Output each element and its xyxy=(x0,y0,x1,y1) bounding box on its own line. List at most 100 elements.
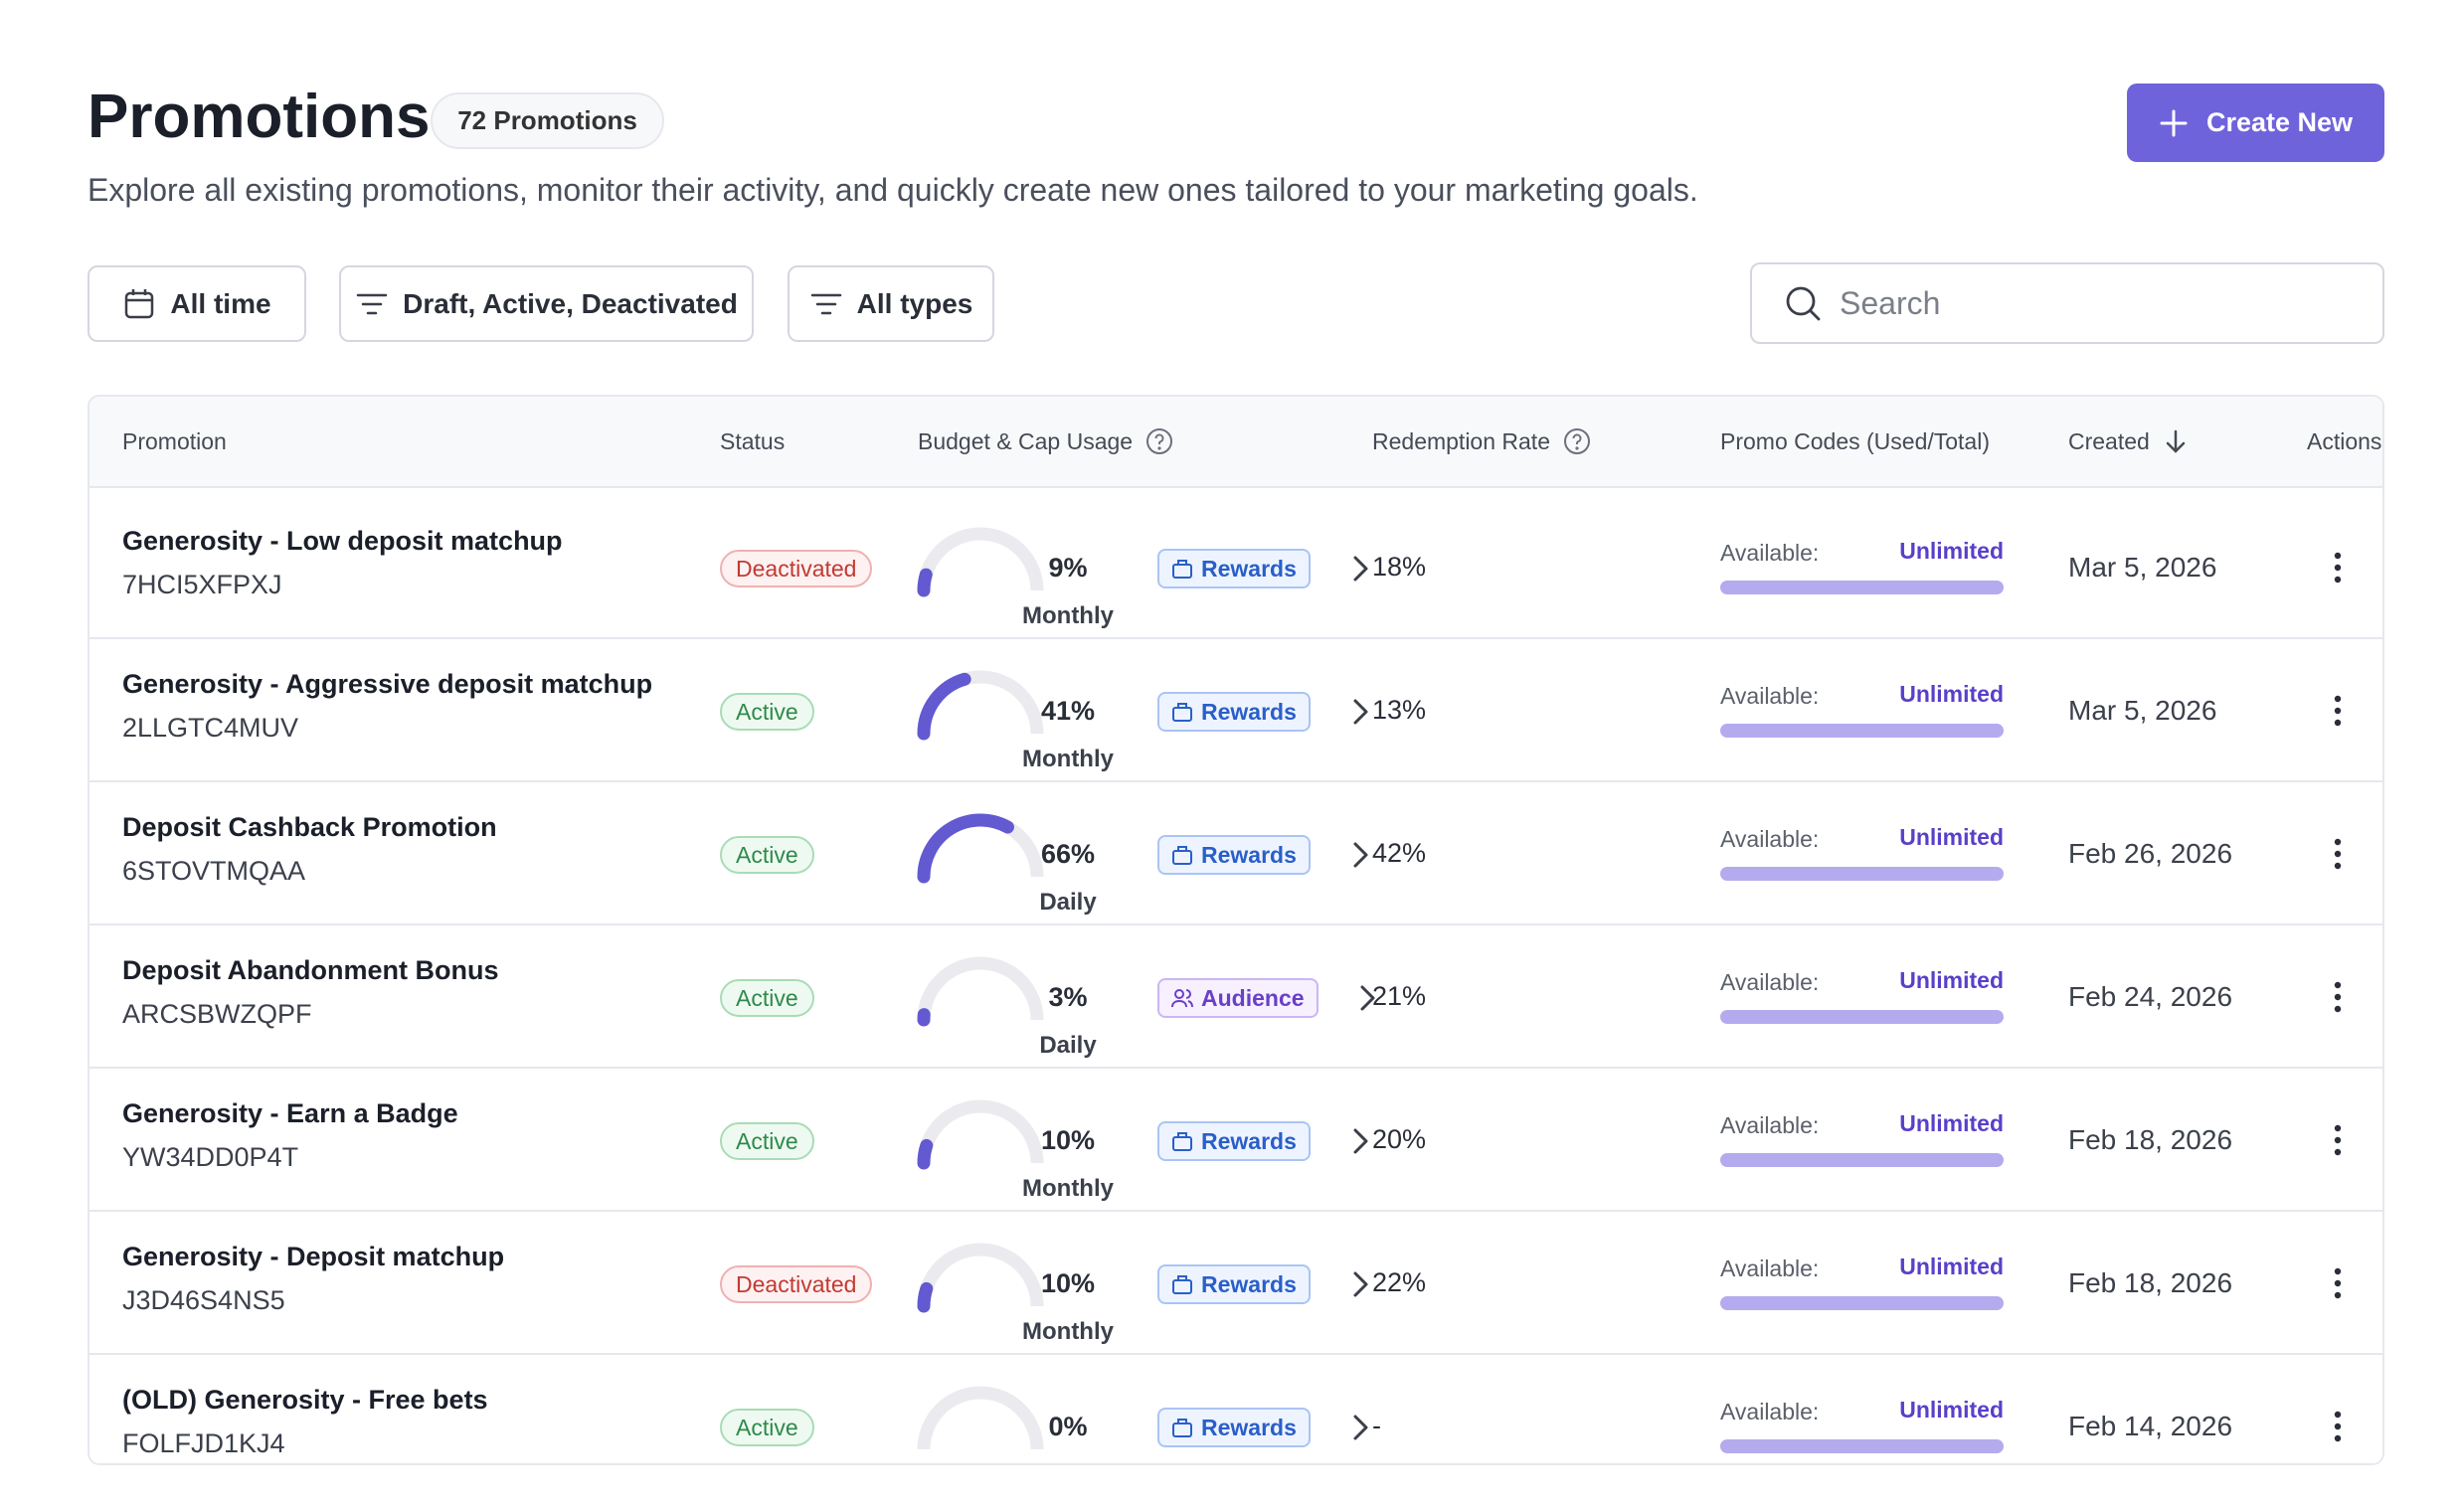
available-label: Available: xyxy=(1720,826,1820,852)
created-date: Feb 14, 2026 xyxy=(2068,1411,2233,1441)
expand-chevron[interactable] xyxy=(1347,1269,1373,1304)
codes-bar xyxy=(1720,1296,2004,1310)
gauge-track xyxy=(917,1243,1044,1307)
table-row[interactable]: Generosity - Deposit matchup J3D46S4NS5 De… xyxy=(89,1212,2382,1355)
status-filter[interactable]: Draft, Active, Deactivated xyxy=(339,265,754,342)
gauge-arc xyxy=(917,1281,934,1313)
codes-bar xyxy=(1720,1439,2004,1453)
codes-bar xyxy=(1720,724,2004,738)
gauge-track xyxy=(917,527,1044,591)
column-header: Actions xyxy=(2307,397,2381,486)
actions-menu[interactable] xyxy=(2332,550,2344,590)
status-badge: Active xyxy=(720,1122,814,1160)
promotion-code: YW34DD0P4T xyxy=(122,1142,299,1172)
actions-menu[interactable] xyxy=(2332,1409,2344,1449)
promotion-code: ARCSBWZQPF xyxy=(122,999,312,1029)
type-tag-label: Rewards xyxy=(1201,1127,1297,1154)
subtitle: Explore all existing promotions, monitor… xyxy=(88,172,1698,208)
promotion-code: 2LLGTC4MUV xyxy=(122,713,299,743)
table-row[interactable]: Generosity - Aggressive deposit matchup 2… xyxy=(89,639,2382,782)
status-badge: Active xyxy=(720,979,814,1017)
column-header: Promo Codes (Used/Total) xyxy=(1720,397,1990,486)
expand-chevron[interactable] xyxy=(1347,1126,1373,1161)
filter-label: Draft, Active, Deactivated xyxy=(403,287,738,319)
promotions-table: Promotion Status Budget & Cap Usage Redempt… xyxy=(88,395,2384,1465)
type-tag: Rewards xyxy=(1157,1408,1311,1447)
unlimited-label: Unlimited xyxy=(1899,967,2004,993)
filter-label: All time xyxy=(170,287,271,319)
promotion-name: Generosity - Low deposit matchup xyxy=(122,526,563,556)
usage-gauge xyxy=(917,670,1044,741)
type-tag: Audience xyxy=(1157,978,1319,1018)
actions-menu[interactable] xyxy=(2332,1265,2344,1306)
table-row[interactable]: Deposit Cashback Promotion 6STOVTMQAA Acti… xyxy=(89,782,2382,925)
type-tag: Rewards xyxy=(1157,1121,1311,1161)
codes-bar xyxy=(1720,1010,2004,1024)
expand-chevron[interactable] xyxy=(1347,554,1373,588)
table-row[interactable]: Generosity - Low deposit matchup 7HCI5XFP… xyxy=(89,496,2382,639)
created-date: Feb 24, 2026 xyxy=(2068,981,2233,1012)
table-row[interactable]: (OLD) Generosity - Free bets FOLFJD1KJ4 Ac… xyxy=(89,1355,2382,1463)
table-row[interactable]: Generosity - Earn a Badge YW34DD0P4T Activ… xyxy=(89,1069,2382,1212)
search-placeholder: Search xyxy=(1840,284,1941,321)
usage-label: 3% xyxy=(1048,982,1088,1012)
actions-menu[interactable] xyxy=(2332,1122,2344,1163)
expand-chevron[interactable] xyxy=(1347,840,1373,875)
available-label: Available: xyxy=(1720,1112,1820,1138)
search-box[interactable]: Search xyxy=(1750,262,2384,344)
type-tag: Rewards xyxy=(1157,1264,1311,1304)
date-filter[interactable]: All time xyxy=(88,265,306,342)
redemption-rate: 20% xyxy=(1372,1124,1427,1154)
promotion-code: 7HCI5XFPXJ xyxy=(122,570,282,599)
usage-label: 10% xyxy=(1040,1268,1096,1298)
column-label: Promotion xyxy=(122,427,227,454)
expand-chevron[interactable] xyxy=(1347,1413,1373,1447)
available-label: Available: xyxy=(1720,683,1820,709)
unlimited-label: Unlimited xyxy=(1899,1254,2004,1279)
period-label: Daily xyxy=(1039,1032,1097,1059)
expand-chevron[interactable] xyxy=(1354,983,1380,1018)
actions-menu[interactable] xyxy=(2332,693,2344,734)
available-label: Available: xyxy=(1720,969,1820,995)
created-date: Mar 5, 2026 xyxy=(2068,695,2217,726)
actions-menu[interactable] xyxy=(2332,979,2344,1020)
usage-gauge xyxy=(917,1243,1044,1313)
period-label: Monthly xyxy=(1022,746,1114,772)
header-icon xyxy=(1144,426,1174,456)
table-row[interactable]: Deposit Abandonment Bonus ARCSBWZQPF Activ… xyxy=(89,925,2382,1069)
expand-chevron[interactable] xyxy=(1347,697,1373,732)
usage-label: 10% xyxy=(1040,1125,1096,1155)
page-title: Promotions xyxy=(88,83,431,151)
available-label: Available: xyxy=(1720,540,1820,566)
promotion-name: Generosity - Deposit matchup xyxy=(122,1242,505,1271)
table-header: Promotion Status Budget & Cap Usage Redempt… xyxy=(89,397,2382,488)
actions-menu[interactable] xyxy=(2332,836,2344,877)
period-label: Monthly xyxy=(1022,602,1114,629)
header-icon xyxy=(1562,426,1592,456)
status-badge: Active xyxy=(720,693,814,731)
codes-bar xyxy=(1720,1153,2004,1167)
created-date: Feb 18, 2026 xyxy=(2068,1124,2233,1155)
column-header: Budget & Cap Usage xyxy=(918,397,1174,486)
period-label: Monthly xyxy=(1022,1175,1114,1202)
type-tag-label: Rewards xyxy=(1201,698,1297,725)
column-label: Status xyxy=(720,427,786,454)
type-filter[interactable]: All types xyxy=(788,265,994,342)
gauge-arc xyxy=(917,1138,934,1170)
column-label: Redemption Rate xyxy=(1372,427,1550,454)
promotion-name: Generosity - Earn a Badge xyxy=(122,1098,458,1128)
usage-label: 66% xyxy=(1040,839,1096,869)
promotion-code: 6STOVTMQAA xyxy=(122,856,306,886)
unlimited-label: Unlimited xyxy=(1899,824,2004,850)
usage-gauge xyxy=(917,527,1044,597)
unlimited-label: Unlimited xyxy=(1899,538,2004,564)
type-tag-label: Rewards xyxy=(1201,841,1297,868)
create-button[interactable]: Create New xyxy=(2127,84,2384,162)
status-badge: Active xyxy=(720,1409,814,1446)
gauge-arc xyxy=(917,568,933,597)
promotion-name: Generosity - Aggressive deposit matchup xyxy=(122,669,653,699)
filter-label: All types xyxy=(856,287,973,319)
header-icon xyxy=(2162,427,2190,455)
period-label: Daily xyxy=(1039,889,1097,916)
